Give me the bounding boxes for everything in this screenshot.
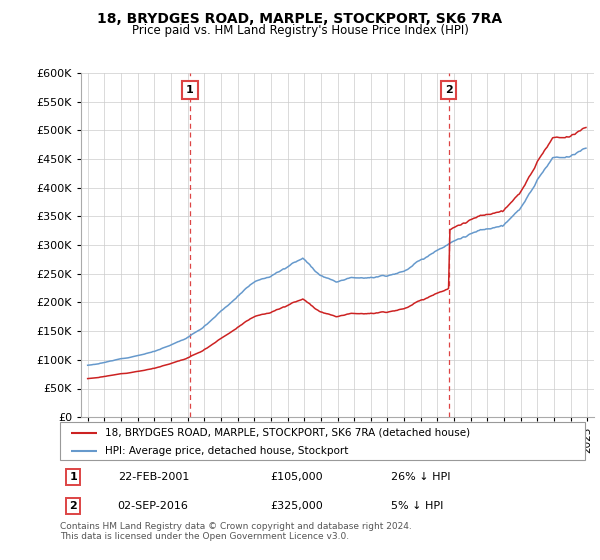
Text: 02-SEP-2016: 02-SEP-2016 xyxy=(118,501,188,511)
Text: 2: 2 xyxy=(69,501,77,511)
Text: 1: 1 xyxy=(186,85,194,95)
Text: £325,000: £325,000 xyxy=(270,501,323,511)
Text: 2: 2 xyxy=(445,85,452,95)
Text: £105,000: £105,000 xyxy=(270,472,323,482)
Text: 18, BRYDGES ROAD, MARPLE, STOCKPORT, SK6 7RA (detached house): 18, BRYDGES ROAD, MARPLE, STOCKPORT, SK6… xyxy=(104,428,470,438)
Text: 1: 1 xyxy=(69,472,77,482)
Text: 5% ↓ HPI: 5% ↓ HPI xyxy=(391,501,443,511)
Text: Contains HM Land Registry data © Crown copyright and database right 2024.
This d: Contains HM Land Registry data © Crown c… xyxy=(60,522,412,542)
Text: 26% ↓ HPI: 26% ↓ HPI xyxy=(391,472,450,482)
Text: HPI: Average price, detached house, Stockport: HPI: Average price, detached house, Stoc… xyxy=(104,446,348,456)
Text: Price paid vs. HM Land Registry's House Price Index (HPI): Price paid vs. HM Land Registry's House … xyxy=(131,24,469,37)
Text: 18, BRYDGES ROAD, MARPLE, STOCKPORT, SK6 7RA: 18, BRYDGES ROAD, MARPLE, STOCKPORT, SK6… xyxy=(97,12,503,26)
Text: 22-FEB-2001: 22-FEB-2001 xyxy=(118,472,189,482)
